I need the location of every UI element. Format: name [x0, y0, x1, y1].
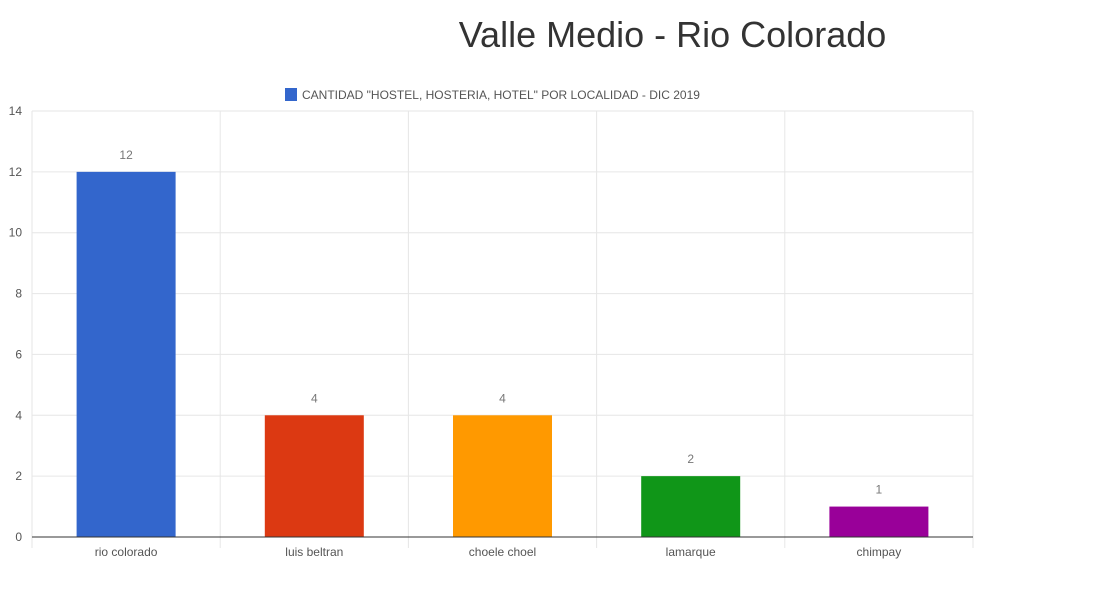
y-axis: 0 2 4 6 8 10 12 14 [9, 104, 23, 544]
y-tick-label: 6 [15, 347, 22, 361]
y-tick-label: 4 [15, 408, 22, 422]
chart-title: Valle Medio - Rio Colorado [458, 14, 887, 55]
legend-label: CANTIDAD "HOSTEL, HOSTERIA, HOTEL" POR L… [302, 88, 700, 102]
x-tick-label: luis beltran [285, 545, 343, 559]
data-label: 1 [876, 483, 883, 497]
x-tick-label: rio colorado [95, 545, 158, 559]
data-label: 12 [119, 148, 133, 162]
y-tick-label: 10 [9, 226, 23, 240]
x-axis: rio colorado luis beltran choele choel lama… [32, 536, 973, 559]
legend: CANTIDAD "HOSTEL, HOSTERIA, HOTEL" POR L… [285, 88, 700, 102]
y-tick-label: 0 [15, 530, 22, 544]
y-tick-label: 12 [9, 165, 23, 179]
bar [829, 506, 929, 537]
data-labels: 12 4 4 2 1 [119, 148, 882, 497]
bars [76, 171, 929, 537]
x-tick-label: choele choel [469, 545, 536, 559]
y-tick-label: 2 [15, 469, 22, 483]
y-tick-label: 8 [15, 287, 22, 301]
y-tick-label: 14 [9, 104, 23, 118]
legend-swatch [285, 88, 297, 101]
data-label: 2 [687, 452, 694, 466]
x-tick-label: lamarque [666, 545, 716, 559]
bar [453, 415, 552, 537]
bar [76, 171, 176, 537]
bar [641, 476, 741, 537]
data-label: 4 [499, 391, 506, 405]
x-tick-label: chimpay [857, 545, 902, 559]
data-label: 4 [311, 391, 318, 405]
bar [264, 415, 364, 537]
